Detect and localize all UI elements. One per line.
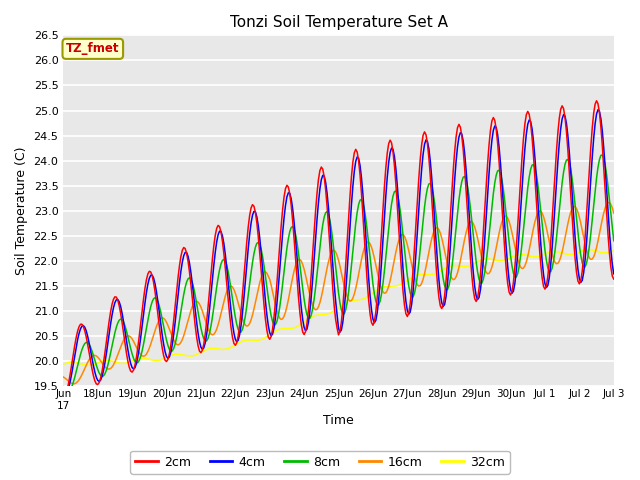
- Title: Tonzi Soil Temperature Set A: Tonzi Soil Temperature Set A: [230, 15, 447, 30]
- Legend: 2cm, 4cm, 8cm, 16cm, 32cm: 2cm, 4cm, 8cm, 16cm, 32cm: [130, 451, 510, 474]
- Y-axis label: Soil Temperature (C): Soil Temperature (C): [15, 146, 28, 275]
- X-axis label: Time: Time: [323, 414, 354, 427]
- Text: TZ_fmet: TZ_fmet: [66, 42, 120, 55]
